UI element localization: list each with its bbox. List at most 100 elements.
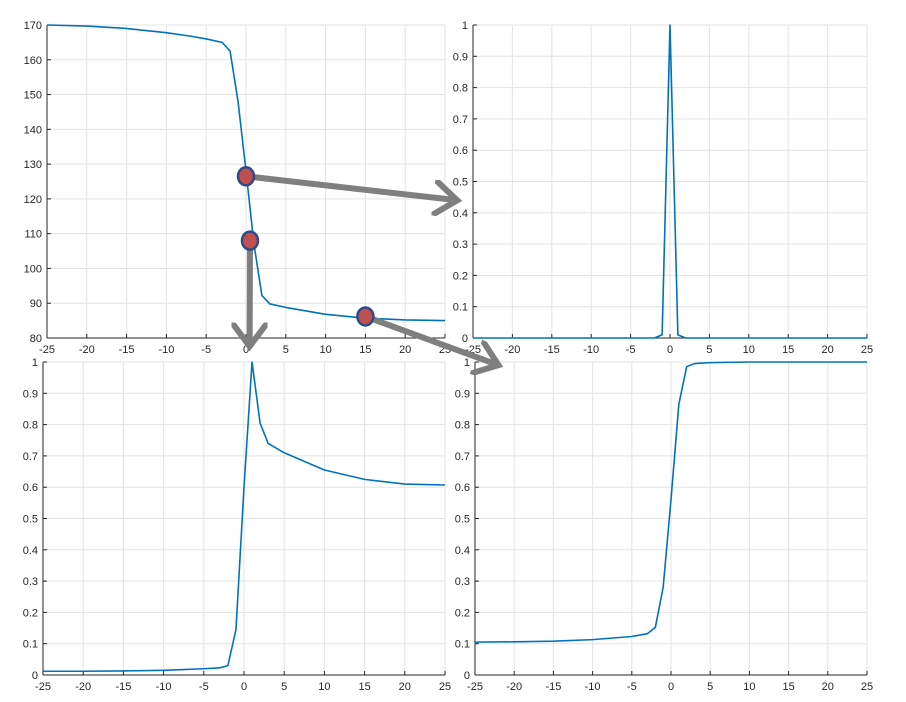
x-tick-label: 20 bbox=[821, 344, 833, 356]
x-tick-label: 20 bbox=[822, 681, 834, 693]
y-tick-label: 0.6 bbox=[23, 482, 38, 494]
x-tick-label: 15 bbox=[358, 681, 370, 693]
x-tick-label: -5 bbox=[201, 344, 211, 356]
y-tick-label: 0.8 bbox=[455, 420, 470, 432]
y-tick-label: 0.3 bbox=[23, 576, 38, 588]
arrows-layer bbox=[243, 173, 499, 365]
x-tick-label: 10 bbox=[318, 681, 330, 693]
y-tick-label: 0.9 bbox=[23, 388, 38, 400]
x-tick-label: -20 bbox=[79, 344, 95, 356]
y-tick-label: 100 bbox=[24, 263, 42, 275]
y-tick-label: 0.1 bbox=[453, 302, 468, 314]
x-tick-label: 25 bbox=[439, 681, 451, 693]
y-tick-label: 0.4 bbox=[453, 208, 468, 220]
y-tick-label: 0.3 bbox=[455, 576, 470, 588]
x-tick-label: -15 bbox=[544, 344, 560, 356]
y-tick-label: 1 bbox=[464, 357, 470, 369]
y-tick-label: 0.3 bbox=[453, 239, 468, 251]
x-tick-label: 15 bbox=[782, 344, 794, 356]
x-tick-label: 20 bbox=[399, 344, 411, 356]
y-tick-label: 150 bbox=[24, 90, 42, 102]
y-tick-label: 0.2 bbox=[455, 607, 470, 619]
x-tick-label: -10 bbox=[156, 681, 172, 693]
plots-layer: -25 -20 -15 -10 -5 0 5 10 15 20 258090100110120130… bbox=[23, 20, 873, 693]
y-tick-label: 120 bbox=[24, 194, 42, 206]
chart-top-left: -25 -20 -15 -10 -5 0 5 10 15 20 258090100110120130… bbox=[24, 20, 451, 356]
x-tick-label: -5 bbox=[627, 681, 637, 693]
highlight-point bbox=[236, 166, 256, 187]
y-tick-label: 0.6 bbox=[455, 482, 470, 494]
y-tick-label: 0.4 bbox=[455, 545, 470, 557]
chart-bottom-right: -25 -20 -15 -10 -5 0 5 10 15 20 25 0 0.1 0.2 0.3 0.4 0.5… bbox=[455, 357, 873, 693]
x-tick-label: 5 bbox=[281, 681, 287, 693]
x-tick-label: 25 bbox=[861, 681, 873, 693]
series-line bbox=[473, 24, 867, 339]
y-tick-label: 1 bbox=[462, 20, 468, 32]
x-tick-label: 5 bbox=[283, 344, 289, 356]
x-tick-label: 15 bbox=[359, 344, 371, 356]
series-line bbox=[43, 361, 446, 673]
y-tick-label: 130 bbox=[24, 159, 42, 171]
y-tick-label: 0.1 bbox=[23, 639, 38, 651]
y-tick-label: 0.5 bbox=[455, 514, 470, 526]
y-tick-label: 0.8 bbox=[23, 420, 38, 432]
y-tick-label: 0.6 bbox=[453, 145, 468, 157]
y-tick-label: 1 bbox=[32, 357, 38, 369]
highlight-point bbox=[356, 306, 375, 327]
y-tick-label: 80 bbox=[30, 333, 42, 345]
y-tick-label: 0.5 bbox=[23, 514, 38, 526]
x-tick-label: 0 bbox=[668, 681, 674, 693]
y-tick-label: 0.9 bbox=[453, 51, 468, 63]
y-tick-label: 0.7 bbox=[455, 451, 470, 463]
connector-arrow bbox=[362, 313, 498, 365]
x-tick-label: -10 bbox=[583, 344, 599, 356]
x-tick-label: 5 bbox=[707, 681, 713, 693]
y-tick-label: 0.5 bbox=[453, 177, 468, 189]
x-tick-label: 5 bbox=[706, 344, 712, 356]
y-tick-label: 0.9 bbox=[455, 388, 470, 400]
y-tick-label: 170 bbox=[24, 20, 42, 32]
y-tick-label: 0.2 bbox=[23, 607, 38, 619]
x-tick-label: -5 bbox=[199, 681, 209, 693]
x-tick-label: -15 bbox=[545, 681, 561, 693]
y-tick-label: 0.8 bbox=[453, 83, 468, 95]
y-tick-label: 0 bbox=[464, 670, 470, 682]
x-tick-label: 10 bbox=[319, 344, 331, 356]
x-tick-label: -20 bbox=[75, 681, 91, 693]
y-tick-label: 0.7 bbox=[453, 114, 468, 126]
y-tick-label: 0.7 bbox=[23, 451, 38, 463]
connector-arrow bbox=[243, 173, 457, 200]
y-tick-label: 110 bbox=[24, 229, 42, 241]
x-tick-label: -5 bbox=[626, 344, 636, 356]
x-tick-label: 0 bbox=[241, 681, 247, 693]
series-line bbox=[46, 24, 446, 322]
x-tick-label: -25 bbox=[35, 681, 51, 693]
y-tick-label: 140 bbox=[24, 124, 42, 136]
y-tick-label: 0.4 bbox=[23, 545, 38, 557]
x-tick-label: -25 bbox=[467, 681, 483, 693]
series-line bbox=[474, 361, 867, 643]
x-tick-label: -10 bbox=[585, 681, 601, 693]
y-tick-label: 0.1 bbox=[455, 639, 470, 651]
x-tick-label: -25 bbox=[39, 344, 55, 356]
x-tick-label: -15 bbox=[119, 344, 135, 356]
markers-layer bbox=[236, 166, 375, 327]
y-tick-label: 0 bbox=[462, 333, 468, 345]
x-tick-label: 10 bbox=[743, 681, 755, 693]
chart-top-right: -25 -20 -15 -10 -5 0 5 10 15 20 2500.10.20.30.40.5… bbox=[453, 20, 873, 356]
x-tick-label: -15 bbox=[115, 681, 131, 693]
x-tick-label: 25 bbox=[861, 344, 873, 356]
highlight-point bbox=[240, 230, 260, 251]
y-tick-label: 0 bbox=[32, 670, 38, 682]
x-tick-label: -20 bbox=[504, 344, 520, 356]
x-tick-label: 20 bbox=[399, 681, 411, 693]
x-tick-label: -10 bbox=[158, 344, 174, 356]
y-tick-label: 90 bbox=[30, 298, 42, 310]
x-tick-label: 15 bbox=[782, 681, 794, 693]
y-tick-label: 160 bbox=[24, 55, 42, 67]
x-tick-label: 10 bbox=[743, 344, 755, 356]
y-tick-label: 0.2 bbox=[453, 270, 468, 282]
x-tick-label: 0 bbox=[667, 344, 673, 356]
x-tick-label: -20 bbox=[506, 681, 522, 693]
